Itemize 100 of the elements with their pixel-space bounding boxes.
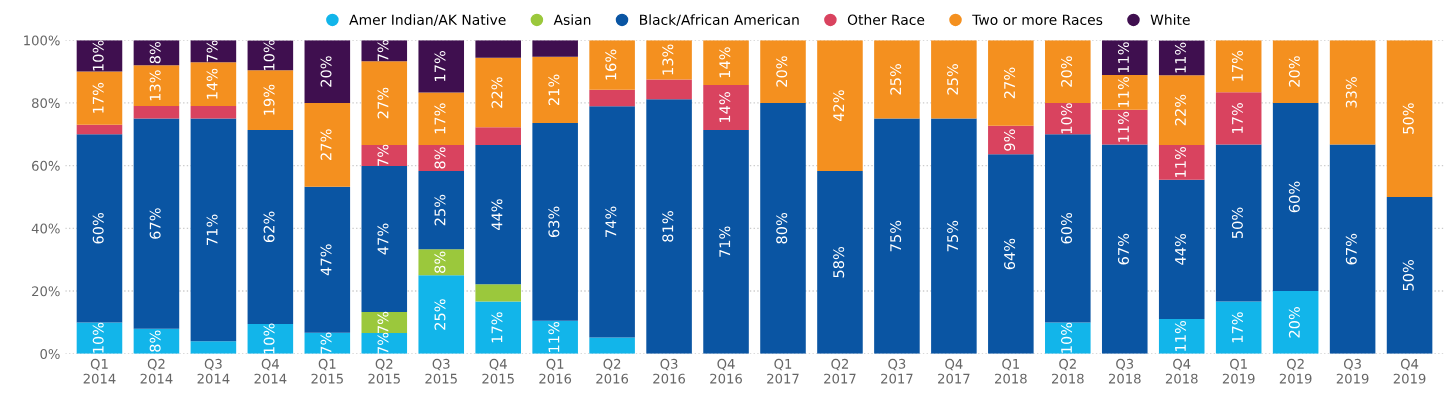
data-label: 50% [1402,259,1414,291]
data-label: 71% [719,226,731,257]
x-tick-label: Q3 2014 [197,358,230,384]
bar [874,40,920,119]
x-tick-label: Q4 2017 [938,358,970,384]
bar [247,40,294,71]
bar [76,71,123,125]
data-label: 11% [1117,111,1129,142]
legend-label: Amer Indian/AK Native [349,14,506,27]
bar [703,85,749,130]
data-label: 14% [719,47,731,78]
data-label: 17% [491,312,503,343]
bar [475,284,521,302]
x-tick-label: Q4 2019 [1393,358,1426,384]
data-label: 33% [1345,77,1357,108]
data-label: 20% [1288,307,1300,338]
x-tick-label: Q3 2019 [1336,358,1369,384]
data-label: 50% [1402,103,1414,134]
bar [1101,40,1148,76]
bar [589,89,635,107]
data-label: 17% [1231,103,1243,134]
bar [190,341,237,354]
bar [1272,291,1319,354]
bar [1215,40,1262,93]
legend-label: Black/African American [640,14,799,27]
legend-label: White [1150,14,1190,26]
bar [1272,102,1319,292]
bar [418,144,465,171]
x-tick-label: Q1 2018 [995,358,1027,384]
data-label: 71% [206,214,218,245]
data-label: 11% [548,321,560,352]
bar [1158,318,1205,354]
bar [475,127,521,145]
legend-label: Two or more Races [972,14,1103,26]
bar [1215,92,1262,145]
data-label: 10% [1061,103,1073,134]
bar [361,312,408,334]
bar [931,118,977,354]
data-label: 14% [719,92,731,123]
bar [247,70,294,130]
data-label: 62% [263,211,275,243]
x-tick-label: Q3 2017 [881,358,913,384]
data-label: 20% [776,56,788,87]
data-label: 67% [1345,233,1357,265]
data-label: 22% [1174,94,1186,126]
data-label: 47% [320,244,332,276]
bar [361,333,408,354]
data-label: 10% [1061,322,1073,353]
data-label: 60% [1061,212,1073,244]
data-label: 25% [947,63,959,95]
bar [1158,40,1205,76]
data-label: 60% [1288,181,1300,213]
data-label: 20% [1061,56,1073,87]
data-label: 7% [377,311,389,333]
data-label: 10% [263,323,275,354]
x-tick-label: Q4 2015 [482,358,514,384]
bar [361,40,408,62]
data-label: 11% [1174,320,1186,351]
bar [1045,322,1091,354]
legend-label: Other Race [847,14,925,26]
bar [418,170,465,250]
data-label: 14% [206,68,218,99]
data-label: 11% [1117,77,1129,108]
bar [1215,301,1262,354]
x-tick-label: Q2 2015 [368,358,400,384]
data-label: 25% [434,299,446,330]
bar [1158,144,1205,180]
data-label: 74% [605,206,617,237]
bar [190,118,237,342]
bar [646,79,692,100]
y-tick-label: 80% [32,98,60,109]
x-tick-label: Q3 2015 [425,358,457,384]
data-label: 42% [833,90,845,122]
data-label: 13% [662,44,674,75]
y-tick-label: 40% [31,223,60,234]
bar [1045,134,1091,323]
x-tick-label: Q1 2017 [767,358,799,384]
data-label: 10% [92,322,104,353]
x-tick-label: Q2 2014 [140,358,173,384]
x-tick-label: Q1 2015 [311,358,343,384]
x-tick-label: Q3 2016 [653,358,686,384]
bar [1386,40,1433,197]
data-label: 21% [548,74,560,106]
y-tick-label: 60% [32,160,60,171]
data-label: 11% [1174,42,1186,73]
bar [760,40,806,103]
data-label: 13% [149,70,161,101]
data-label: 67% [149,208,161,239]
data-label: 7% [377,144,389,166]
data-label: 17% [1231,312,1243,343]
data-label: 75% [890,220,902,252]
bar [133,118,180,329]
bar [475,40,521,58]
bar [532,56,578,123]
bar [475,301,521,354]
data-label: 67% [1117,233,1129,265]
bar [874,118,920,354]
bar [133,65,180,107]
bar [76,124,123,135]
data-label: 44% [491,199,503,231]
